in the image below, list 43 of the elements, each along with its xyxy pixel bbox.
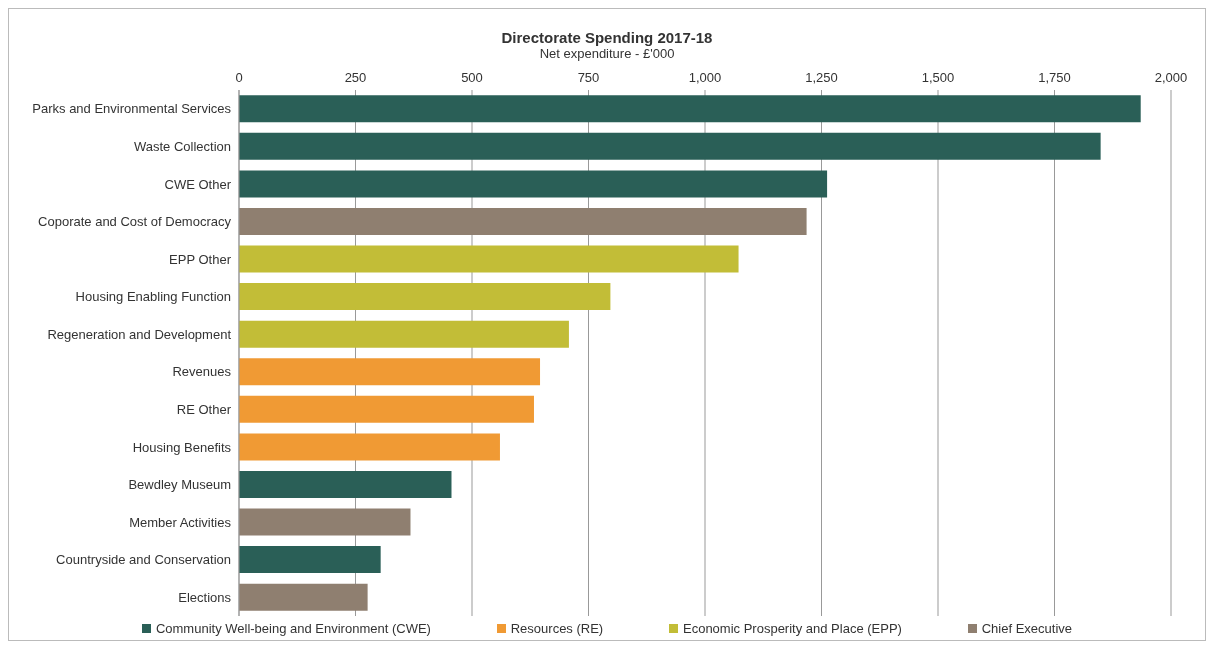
- legend-label: Community Well-being and Environment (CWE): [155, 621, 431, 636]
- x-tick-label: 250: [344, 70, 367, 85]
- bar: [239, 395, 534, 423]
- legend-label: Chief Executive: [981, 621, 1073, 636]
- x-tick-label: 2,000: [1154, 70, 1188, 85]
- y-tick-label: Elections: [178, 589, 232, 605]
- x-tick-label: 500: [461, 70, 483, 85]
- bar: [239, 508, 411, 536]
- chart-subtitle: Net expenditure - £'000: [538, 46, 676, 61]
- x-tick-label: 1,250: [805, 70, 838, 85]
- bar: [239, 207, 807, 235]
- y-tick-label: Revenues: [172, 364, 232, 380]
- x-tick-label: 750: [577, 70, 600, 85]
- bar: [239, 132, 1101, 160]
- chart-title: Directorate Spending 2017-18: [500, 29, 714, 46]
- y-tick-label: Housing Benefits: [132, 439, 232, 455]
- bar: [239, 95, 1141, 123]
- y-tick-label: EPP Other: [169, 251, 232, 267]
- y-tick-label: Member Activities: [129, 514, 232, 530]
- bar: [239, 583, 368, 611]
- y-tick-label: Housing Enabling Function: [75, 289, 231, 305]
- bar: [239, 170, 828, 198]
- bar: [239, 245, 739, 273]
- x-tick-label: 1,750: [1038, 70, 1071, 85]
- y-tick-label: Bewdley Museum: [128, 477, 231, 493]
- y-tick-label: RE Other: [176, 401, 232, 417]
- bar: [239, 320, 569, 348]
- x-tick-label: 0: [235, 70, 243, 85]
- legend-label: Resources (RE): [510, 621, 604, 636]
- x-tick-label: 1,500: [921, 70, 955, 85]
- bar: [239, 546, 381, 574]
- bar: [239, 470, 452, 498]
- x-tick-label: 1,000: [688, 70, 722, 85]
- bar: [239, 283, 611, 311]
- bar: [239, 433, 500, 461]
- y-tick-label: Coporate and Cost of Democracy: [38, 214, 232, 230]
- legend-label: Economic Prosperity and Place (EPP): [682, 621, 902, 636]
- y-tick-label: Countryside and Conservation: [56, 552, 231, 568]
- y-tick-label: Regeneration and Development: [47, 326, 232, 342]
- bar: [239, 358, 541, 386]
- y-tick-label: CWE Other: [164, 176, 232, 192]
- y-tick-label: Parks and Environmental Services: [32, 101, 232, 117]
- y-tick-label: Waste Collection: [133, 138, 231, 154]
